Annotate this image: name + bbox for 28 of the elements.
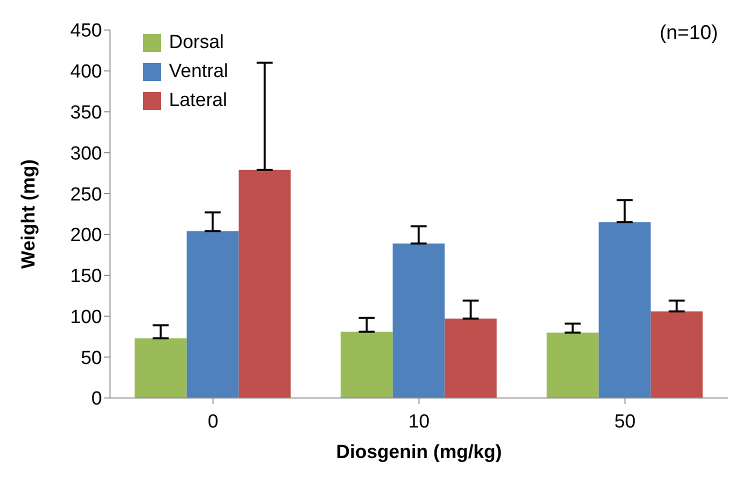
x-tick-label: 50 (614, 411, 636, 432)
y-tick-label: 350 (70, 102, 102, 124)
y-tick-label: 250 (70, 184, 102, 206)
y-tick-label: 400 (70, 62, 102, 83)
bar (392, 243, 445, 398)
y-tick-label: 150 (70, 266, 102, 288)
legend-label: Lateral (169, 90, 228, 112)
bar (238, 170, 291, 398)
y-tick-label: 450 (70, 20, 102, 42)
legend-label: Dorsal (169, 32, 224, 54)
legend-label: Ventral (169, 60, 228, 82)
bar (598, 222, 651, 398)
bar (186, 231, 239, 398)
x-tick-label: 0 (208, 411, 218, 432)
y-axis-title: Weight (mg) (18, 159, 40, 269)
bar (650, 311, 703, 398)
annotation: (n=10) (660, 22, 718, 45)
bar (546, 332, 599, 398)
x-axis-title: Diosgenin (mg/kg) (336, 442, 502, 463)
y-tick-label: 100 (70, 306, 102, 328)
bar (340, 332, 393, 398)
y-tick-label: 50 (80, 348, 102, 369)
y-tick-label: 300 (70, 143, 102, 164)
y-tick-label: 0 (91, 388, 102, 410)
bar (134, 338, 187, 398)
x-tick-label: 10 (408, 411, 430, 432)
y-tick-label: 200 (70, 225, 102, 246)
bar (444, 318, 497, 398)
